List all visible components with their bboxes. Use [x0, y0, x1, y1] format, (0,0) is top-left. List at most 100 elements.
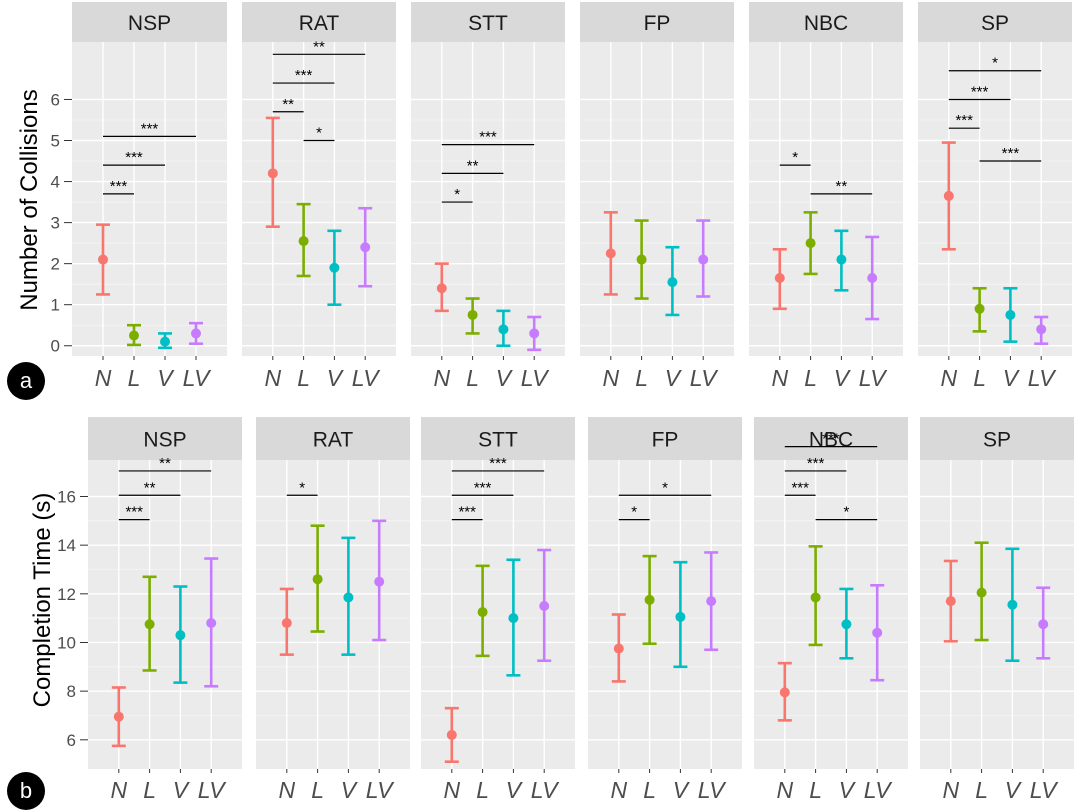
facet-title: NBC	[804, 12, 848, 35]
x-tick-label: LV	[698, 777, 728, 803]
errorbar-v	[673, 560, 688, 669]
significance-label: **	[467, 157, 479, 174]
significance-label: ***	[295, 67, 313, 84]
x-tick-label: N	[610, 777, 627, 803]
significance-label: *	[843, 504, 849, 521]
mean-point	[281, 618, 292, 629]
facet-title: SP	[981, 12, 1009, 35]
facet-fp: FPN L V LV	[580, 2, 734, 391]
errorbar-l	[803, 211, 818, 276]
errorbar-lv	[870, 584, 885, 682]
plot-background	[918, 42, 1072, 356]
errorbar-l	[142, 575, 157, 672]
errorbar-l	[310, 524, 325, 633]
significance-label: **	[836, 178, 848, 195]
facet-strip	[242, 2, 396, 42]
facet-strip	[256, 417, 410, 460]
x-tick-label: L	[804, 365, 817, 391]
mean-point	[467, 309, 478, 320]
mean-point	[1038, 619, 1049, 630]
x-tick-label: L	[643, 777, 656, 803]
y-tick-label: 14	[57, 536, 76, 555]
x-tick-label: LV	[531, 777, 561, 803]
errorbar-lv	[537, 548, 552, 663]
y-tick-label: 2	[51, 255, 60, 274]
errorbar-lv	[1036, 586, 1051, 660]
errorbar-lv	[204, 557, 219, 688]
errorbar-v	[1005, 547, 1020, 663]
plot-background	[580, 42, 734, 356]
mean-point	[613, 643, 624, 654]
x-tick-label: L	[635, 365, 648, 391]
errorbar-l	[808, 545, 823, 647]
mean-point	[508, 613, 519, 624]
facet-title: SP	[983, 429, 1011, 452]
significance-label: *	[299, 479, 305, 496]
significance-label: ***	[458, 504, 476, 521]
significance-label: ***	[971, 83, 989, 100]
x-tick-label: N	[443, 777, 460, 803]
x-tick-label: N	[602, 365, 619, 391]
mean-point	[667, 277, 678, 288]
y-tick-label: 6	[51, 90, 60, 109]
mean-point	[113, 711, 124, 722]
errorbar-lv	[372, 519, 387, 642]
x-tick-label: N	[942, 777, 959, 803]
mean-point	[644, 594, 655, 605]
significance-label: *	[662, 479, 668, 496]
errorbar-n	[943, 559, 958, 643]
facet-title: RAT	[313, 429, 354, 452]
facet-strip	[749, 2, 903, 42]
facet-strip	[918, 2, 1072, 42]
x-tick-label: LV	[1030, 777, 1060, 803]
facet-fp: FP**N L V LV	[588, 417, 742, 803]
facet-strip	[88, 417, 242, 460]
facet-nsp: NSP*********N L V LV	[72, 2, 227, 391]
errorbar-l	[127, 323, 141, 347]
errorbar-l	[475, 564, 490, 658]
mean-point	[446, 729, 457, 740]
facet-rat: RAT*N L V LV	[256, 417, 410, 803]
errorbar-n	[444, 706, 459, 764]
facet-title: NSP	[143, 429, 186, 452]
mean-point	[872, 627, 883, 638]
facet-strip	[421, 417, 575, 460]
mean-point	[841, 619, 852, 630]
errorbar-v	[341, 536, 356, 656]
x-tick-label: L	[476, 777, 489, 803]
significance-label: ***	[141, 120, 159, 137]
mean-point	[175, 630, 186, 641]
x-tick-label: L	[143, 777, 156, 803]
x-tick-label: LV	[864, 777, 894, 803]
facet-stt: STT******N L V LV	[411, 2, 565, 391]
mean-point	[312, 574, 323, 585]
x-tick-label: V	[673, 777, 691, 803]
mean-point	[779, 687, 790, 698]
facet-title: STT	[468, 12, 508, 35]
facet-title: FP	[644, 12, 671, 35]
mean-point	[498, 324, 509, 335]
x-tick-label: V	[341, 777, 359, 803]
y-tick-label: 10	[57, 633, 76, 652]
x-tick-label: V	[327, 365, 345, 391]
x-tick-label: V	[665, 365, 683, 391]
x-tick-label: V	[1003, 365, 1021, 391]
plot-background	[421, 460, 575, 769]
x-tick-label: L	[975, 777, 988, 803]
errorbar-v	[496, 309, 511, 348]
plot-background	[72, 42, 227, 356]
x-tick-label: V	[173, 777, 191, 803]
y-tick-label: 4	[51, 173, 60, 192]
mean-point	[436, 283, 447, 294]
y-axis-label: Completion Time (s)	[29, 493, 56, 708]
x-tick-label: V	[496, 365, 514, 391]
facet-title: FP	[652, 429, 679, 452]
facet-title: NSP	[128, 12, 171, 35]
x-tick-label: L	[128, 365, 141, 391]
y-axis-label: Number of Collisions	[16, 89, 43, 310]
errorbar-n	[96, 223, 110, 296]
errorbar-lv	[696, 219, 711, 298]
plot-background	[754, 460, 908, 769]
mean-point	[636, 254, 647, 265]
